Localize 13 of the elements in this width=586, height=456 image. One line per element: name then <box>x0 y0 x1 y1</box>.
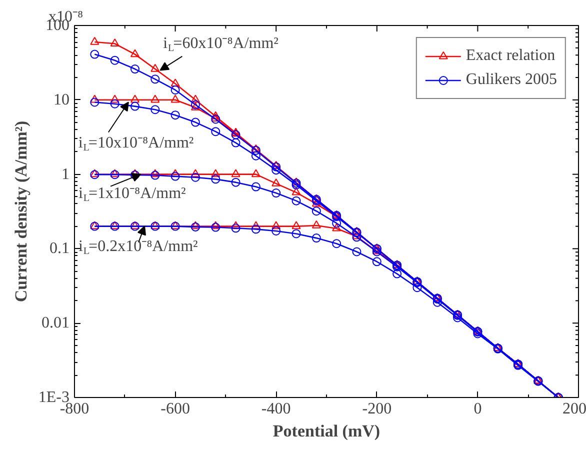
legend-label: Gulikers 2005 <box>466 71 557 89</box>
y-axis-title: Current density (A/mm²) <box>11 120 30 302</box>
x-tick-label: -600 <box>160 400 190 418</box>
x-tick-label: -400 <box>261 400 291 418</box>
y-tick-label: 10 <box>54 91 70 108</box>
y-tick-label: 1 <box>62 166 70 183</box>
x-tick-label: -200 <box>362 400 392 418</box>
y-tick-label: 0.01 <box>42 314 70 332</box>
x-axis-title: Potential (mV) <box>272 422 380 440</box>
y-tick-label: 0.1 <box>50 240 70 258</box>
x-tick-label: 0 <box>474 400 482 418</box>
legend-label: Exact relation <box>466 47 556 65</box>
x-tick-label: 200 <box>562 400 586 418</box>
